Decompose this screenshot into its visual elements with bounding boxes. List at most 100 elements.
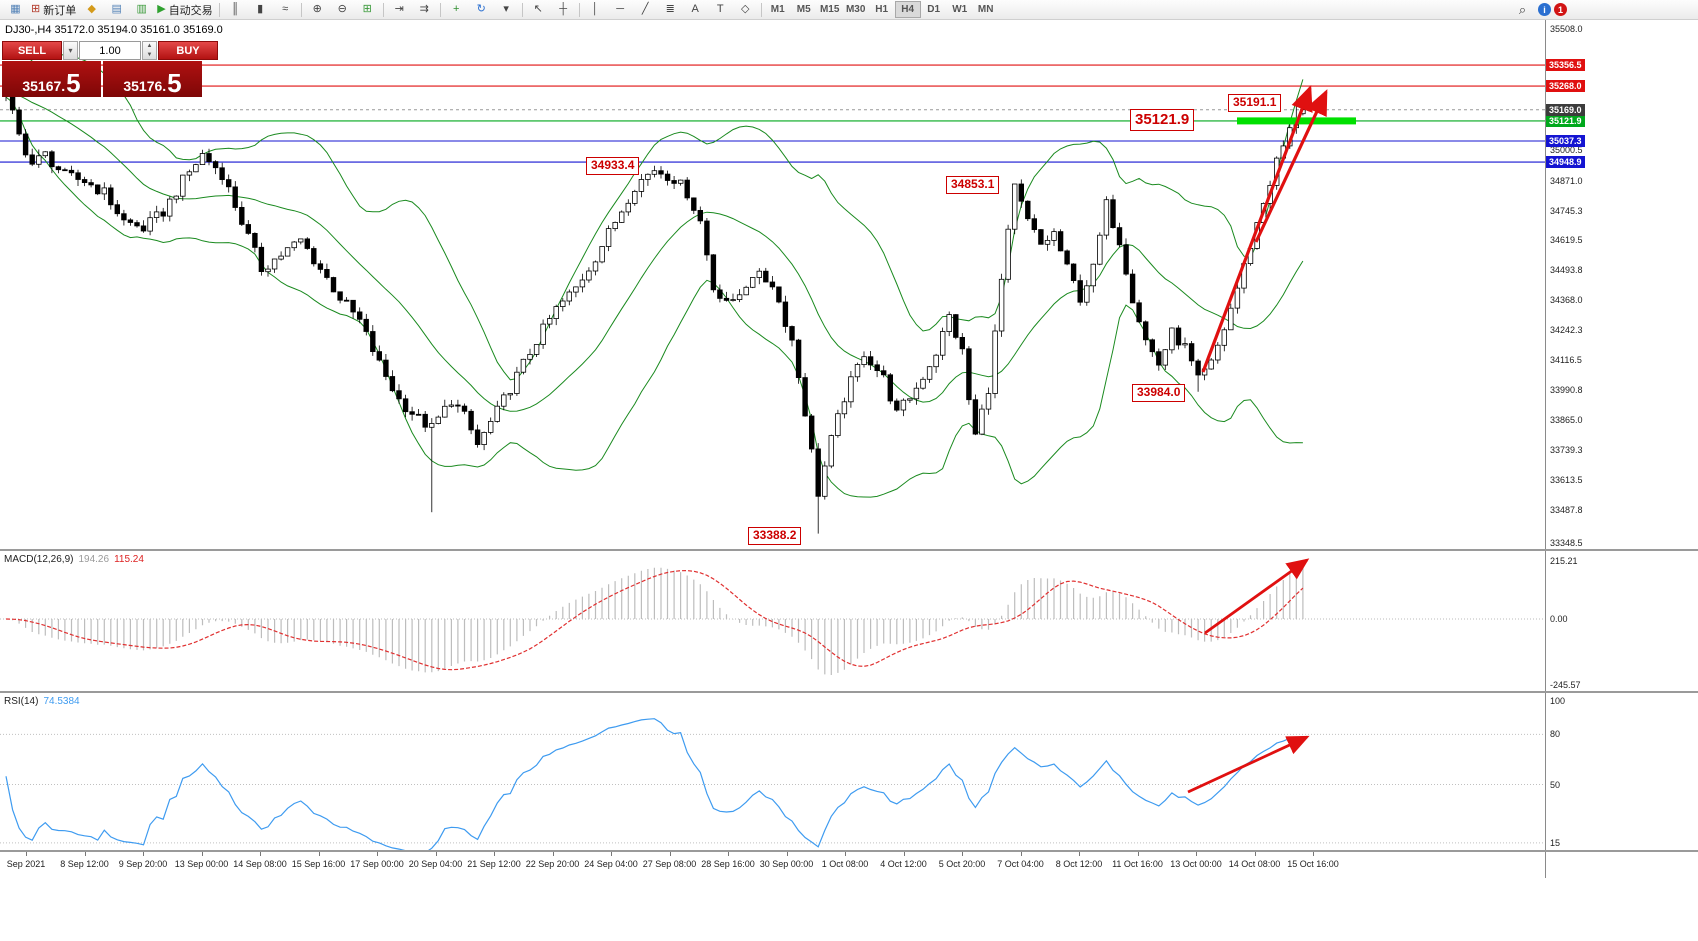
fibonacci-icon[interactable]: ≣ bbox=[658, 0, 683, 19]
line-chart-icon[interactable]: ≈ bbox=[273, 0, 298, 19]
trend-arrow[interactable] bbox=[1201, 85, 1313, 373]
level-price-badge: 35356.5 bbox=[1546, 59, 1585, 72]
pane-separator[interactable] bbox=[0, 850, 1698, 852]
macd-pane[interactable] bbox=[0, 551, 1545, 691]
time-tick bbox=[1079, 852, 1080, 856]
shapes-icon: ◇ bbox=[740, 3, 750, 15]
axis-tick: 34493.8 bbox=[1550, 265, 1583, 276]
bar-chart-icon[interactable]: ║ bbox=[223, 0, 248, 19]
shift-chart-icon[interactable]: ⇉ bbox=[412, 0, 437, 19]
crosshair-icon: ┼ bbox=[559, 3, 568, 15]
timeframe-m30[interactable]: M30 bbox=[845, 4, 866, 15]
market-watch-icon[interactable]: ◆ bbox=[79, 0, 104, 19]
auto-trading-button[interactable]: ▶ 自动交易 bbox=[154, 0, 215, 19]
timeframe-d1[interactable]: D1 bbox=[927, 4, 941, 15]
tile-windows-icon[interactable]: ⊞ bbox=[355, 0, 380, 19]
sell-price-display[interactable]: 35167. 5 bbox=[2, 61, 101, 97]
timeframe-w1[interactable]: W1 bbox=[952, 4, 968, 15]
search-icon[interactable]: ⌕ bbox=[1518, 1, 1527, 17]
time-tick bbox=[26, 852, 27, 856]
horizontal-line-icon: ─ bbox=[616, 3, 625, 15]
timeframe-h1[interactable]: H1 bbox=[875, 4, 889, 15]
macd-name: MACD(12,26,9) bbox=[4, 554, 74, 565]
navigator-icon[interactable]: ▤ bbox=[104, 0, 129, 19]
new-order-button[interactable]: ⊞ 新订单 bbox=[28, 0, 79, 19]
timeframe-mn[interactable]: MN bbox=[977, 4, 994, 15]
time-tick bbox=[1254, 852, 1256, 856]
current-price-badge: 35169.0 bbox=[1546, 103, 1585, 116]
time-scale[interactable]: Sep 2021 8 Sep 12:00 9 Sep 20:00 13 Sep 00:… bbox=[0, 852, 1545, 878]
axis-tick: 34368.0 bbox=[1550, 295, 1583, 306]
volume-input[interactable] bbox=[79, 41, 141, 60]
candlestick-chart-icon[interactable]: ▮ bbox=[248, 0, 273, 19]
vertical-line-icon[interactable]: │ bbox=[583, 0, 608, 19]
timeframe-m15[interactable]: M15 bbox=[819, 4, 840, 15]
notification-badge[interactable]: 1 bbox=[1554, 3, 1567, 16]
time-tick bbox=[669, 852, 671, 856]
level-price-badge: 35268.0 bbox=[1546, 80, 1585, 93]
shapes-icon[interactable]: ◇ bbox=[733, 0, 758, 19]
terminal-icon: ▥ bbox=[136, 3, 147, 15]
volume-stepper[interactable]: ▲ ▼ bbox=[142, 41, 157, 60]
pane-separator[interactable] bbox=[0, 549, 1698, 551]
time-label: 14 Oct 08:00 bbox=[1228, 859, 1281, 869]
time-label: 24 Sep 04:00 bbox=[584, 859, 638, 869]
toolbar-separator bbox=[300, 2, 302, 17]
chart-shortcut-icon[interactable]: ▦ bbox=[3, 0, 28, 19]
navigator-icon: ▤ bbox=[111, 3, 122, 15]
price-annotation[interactable]: 34853.1 bbox=[946, 176, 1000, 194]
zoom-in-icon[interactable]: ⊕ bbox=[305, 0, 330, 19]
level-price-badge: 35037.3 bbox=[1546, 135, 1585, 148]
price-annotation[interactable]: 34933.4 bbox=[586, 157, 640, 175]
main-chart[interactable] bbox=[0, 20, 1545, 551]
add-indicator-icon: + bbox=[452, 3, 460, 15]
period-icon[interactable]: ↻ bbox=[469, 0, 494, 19]
trend-arrow[interactable] bbox=[1254, 89, 1328, 243]
axis-tick: 34116.5 bbox=[1550, 355, 1582, 366]
price-annotation[interactable]: 33984.0 bbox=[1132, 384, 1186, 402]
time-label: 27 Sep 08:00 bbox=[642, 859, 697, 869]
add-indicator-icon[interactable]: + bbox=[444, 0, 469, 19]
buy-price-display[interactable]: 35176. 5 bbox=[103, 61, 202, 97]
price-scale[interactable]: 35508.0 35000.5 34871.0 34745.3 34619.5 34493… bbox=[1545, 20, 1698, 878]
horizontal-line-icon[interactable]: ─ bbox=[608, 0, 633, 19]
label-tool-icon[interactable]: T bbox=[708, 0, 733, 19]
line-chart-icon: ≈ bbox=[282, 3, 289, 15]
auto-scroll-icon[interactable]: ⇥ bbox=[387, 0, 412, 19]
help-icon[interactable]: i bbox=[1538, 3, 1551, 16]
time-tick bbox=[845, 852, 846, 856]
terminal-icon[interactable]: ▥ bbox=[129, 0, 154, 19]
price-annotation[interactable]: 33388.2 bbox=[748, 527, 802, 545]
cursor-icon[interactable]: ↖ bbox=[526, 0, 551, 19]
rsi-label: RSI(14) 74.5384 bbox=[4, 696, 85, 707]
macd-trend-arrow[interactable] bbox=[1204, 558, 1310, 635]
time-label: 13 Sep 00:00 bbox=[174, 859, 229, 869]
rsi-pane[interactable] bbox=[0, 693, 1545, 850]
sell-price-pip: 5 bbox=[66, 68, 81, 99]
time-label: 8 Sep 12:00 bbox=[60, 859, 109, 869]
rsi-name: RSI(14) bbox=[4, 696, 39, 707]
zoom-in-icon: ⊕ bbox=[312, 3, 322, 15]
time-tick bbox=[435, 852, 437, 856]
rsi-trend-arrow[interactable] bbox=[1187, 735, 1310, 794]
volume-dropdown[interactable]: ▾ bbox=[63, 41, 78, 60]
timeframe-h4[interactable]: H4 bbox=[894, 1, 921, 18]
zoom-out-icon[interactable]: ⊖ bbox=[330, 0, 355, 19]
price-annotation[interactable]: 35191.1 bbox=[1228, 94, 1282, 112]
time-label: 8 Oct 12:00 bbox=[1055, 859, 1103, 869]
axis-tick: 34871.0 bbox=[1550, 175, 1583, 186]
crosshair-icon[interactable]: ┼ bbox=[551, 0, 576, 19]
templates-icon[interactable]: ▾ bbox=[494, 0, 519, 19]
time-label: 5 Oct 20:00 bbox=[938, 859, 986, 869]
pane-separator[interactable] bbox=[0, 691, 1698, 693]
fibonacci-icon: ≣ bbox=[665, 3, 675, 15]
timeframe-m1[interactable]: M1 bbox=[770, 4, 785, 15]
time-tick bbox=[1020, 852, 1022, 856]
price-annotation[interactable]: 35121.9 bbox=[1130, 109, 1195, 131]
level-price-badge: 35121.9 bbox=[1546, 114, 1585, 127]
buy-button[interactable]: BUY bbox=[158, 41, 218, 60]
sell-button[interactable]: SELL bbox=[2, 41, 62, 60]
timeframe-m5[interactable]: M5 bbox=[796, 4, 811, 15]
text-tool-icon[interactable]: A bbox=[683, 0, 708, 19]
trendline-icon[interactable]: ╱ bbox=[633, 0, 658, 19]
